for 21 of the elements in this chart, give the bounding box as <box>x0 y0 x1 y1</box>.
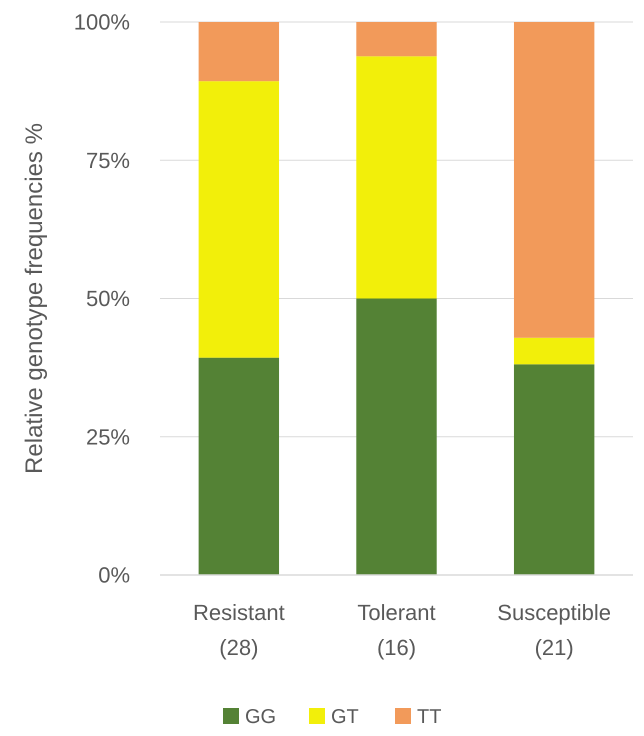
y-axis-title: Relative genotype frequencies % <box>21 123 48 474</box>
y-tick-label: 0% <box>98 562 130 588</box>
bar <box>356 22 437 56</box>
x-tick-label: Tolerant (16) <box>357 600 436 660</box>
legend-label: GT <box>331 706 359 728</box>
bar <box>514 338 594 364</box>
y-tick-label: 25% <box>86 424 130 450</box>
legend-label: TT <box>417 706 442 728</box>
bar <box>514 22 594 338</box>
bar <box>514 364 594 575</box>
y-tick-label: 100% <box>74 10 130 35</box>
y-tick-label: 50% <box>86 286 130 312</box>
bar <box>198 358 280 575</box>
bar <box>198 22 280 82</box>
bar <box>198 81 280 358</box>
x-tick-label: Susceptible (21) <box>497 600 612 660</box>
bar <box>356 298 437 575</box>
y-tick-label: 75% <box>86 148 130 173</box>
bar <box>356 56 437 298</box>
x-tick-label: Resistant (28) <box>192 600 285 660</box>
legend-label: GG <box>245 706 276 728</box>
